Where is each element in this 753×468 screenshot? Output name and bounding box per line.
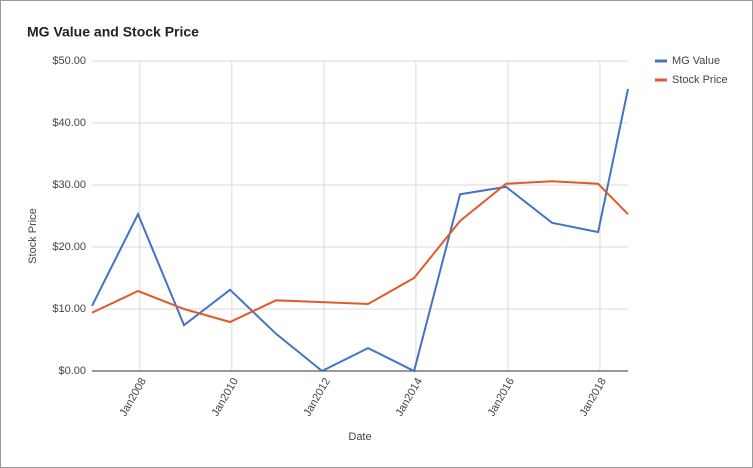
y-tick-label: $30.00: [52, 179, 86, 191]
x-axis-title: Date: [348, 431, 371, 443]
series-line: [91, 180, 629, 324]
legend-label: Stock Price: [672, 74, 728, 86]
y-tick-label: $40.00: [52, 117, 86, 129]
y-axis-title: Stock Price: [27, 208, 39, 264]
chart-title: MG Value and Stock Price: [27, 24, 199, 40]
y-tick-label: $20.00: [52, 241, 86, 253]
y-tick-label: $50.00: [52, 55, 86, 67]
y-tick-label: $10.00: [52, 303, 86, 315]
series-line: [91, 88, 629, 373]
legend-label: MG Value: [672, 55, 720, 67]
y-tick-label: $0.00: [58, 365, 86, 377]
